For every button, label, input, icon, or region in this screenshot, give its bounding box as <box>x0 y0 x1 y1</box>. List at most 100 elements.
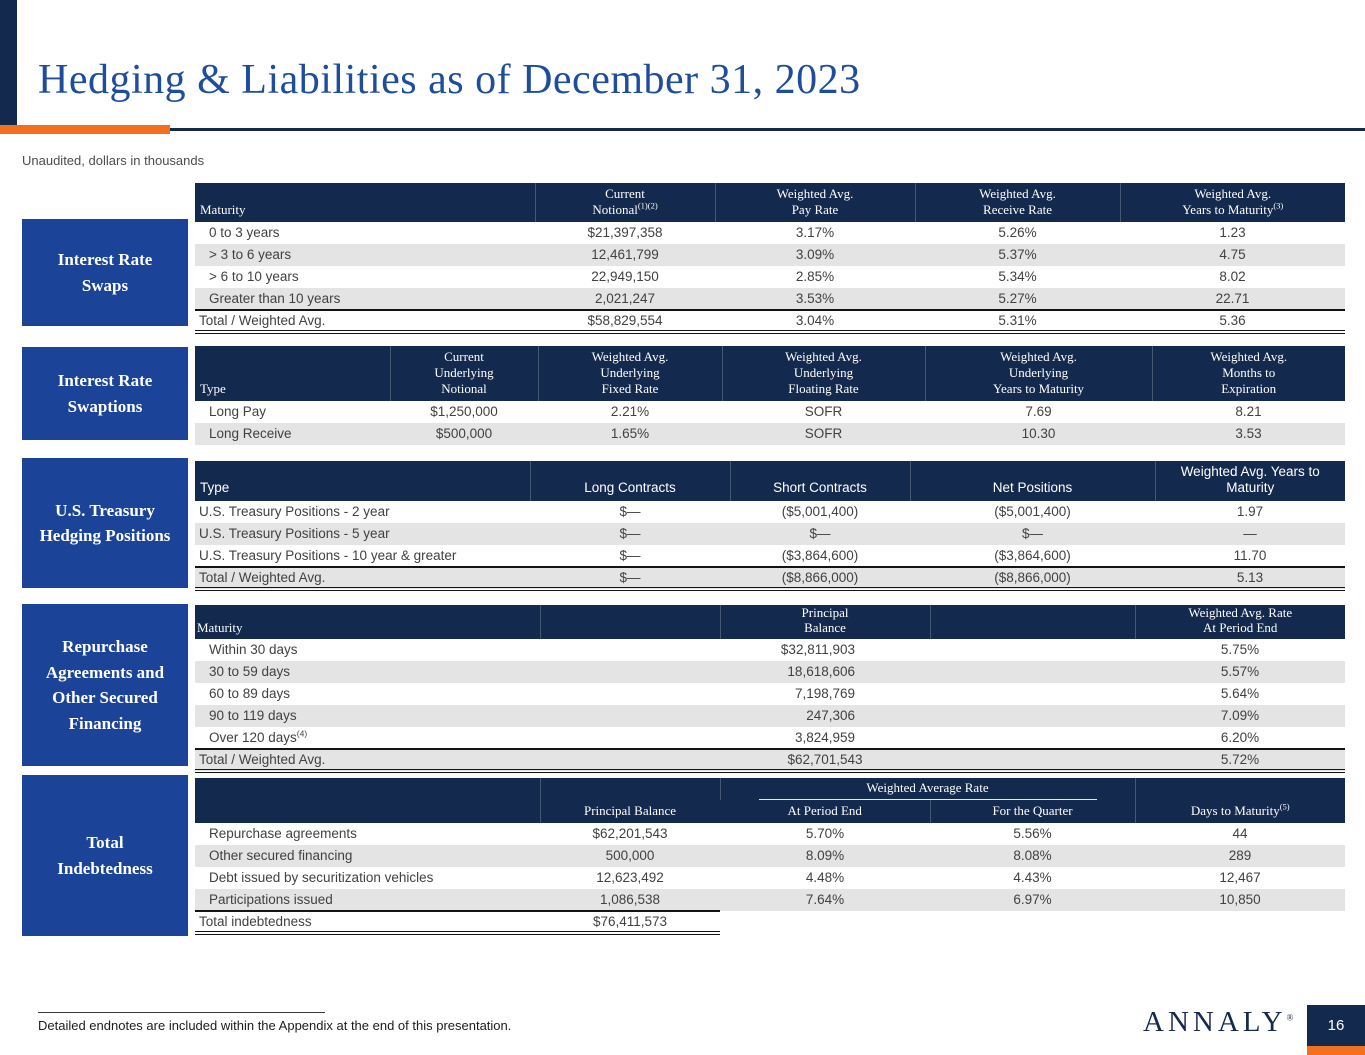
header-row: Principal Balance Weighted Average Rate Da… <box>195 778 1346 823</box>
cell: 5.27% <box>998 290 1037 306</box>
cell: 4.48% <box>805 870 845 886</box>
cell: 30 to 59 days <box>209 664 291 680</box>
column-header: Maturity <box>195 605 540 639</box>
cell: $500,000 <box>435 426 493 442</box>
header-row: Maturity Principal Balance Weighted Avg. Ra… <box>195 605 1345 639</box>
cell: 8.02 <box>1219 269 1246 285</box>
title-accent-bar <box>0 125 170 134</box>
column-header: For the Quarter <box>929 799 1136 823</box>
table-row: Long Receive $500,000 1.65% SOFR 10.30 3.53 <box>195 422 1345 445</box>
footnote: Detailed endnotes are included within th… <box>38 1018 512 1033</box>
cell: U.S. Treasury Positions - 5 year <box>199 526 390 542</box>
cell: 7,198,769 <box>794 686 855 702</box>
column-header: Type <box>195 461 530 501</box>
cell: 3.17% <box>795 225 835 241</box>
column-header: Weighted Avg. Years to Maturity <box>1154 461 1345 501</box>
total-cell <box>720 911 930 933</box>
cell: 2.85% <box>795 269 835 285</box>
us-treasury-hedging-positions-table: Type Long Contracts Short Contracts Net Pos… <box>195 461 1345 591</box>
corner-accent-bar <box>0 0 17 127</box>
cell: ($5,001,400) <box>994 504 1071 520</box>
table-row: Participations issued 1,086,538 7.64% 6.97%… <box>195 888 1346 911</box>
table-body: 0 to 3 years $21,397,358 3.17% 5.26% 1.23 > 3… <box>195 222 1345 334</box>
cell: 8.09% <box>805 848 845 864</box>
total-cell: $62,701,543 <box>720 747 930 773</box>
cell: 18,618,606 <box>787 664 855 680</box>
cell <box>540 683 720 705</box>
column-header: Principal Balance <box>719 605 930 639</box>
cell <box>930 683 1135 705</box>
cell: 6.20% <box>1220 729 1260 745</box>
cell: ($3,864,600) <box>781 547 859 563</box>
header-row: Maturity Current Notional(1)(2) Weighted Av… <box>195 183 1345 222</box>
interest-rate-swaps-table: Maturity Current Notional(1)(2) Weighted Av… <box>195 183 1345 334</box>
cell: ($3,864,600) <box>994 547 1071 563</box>
registered-mark: ® <box>1286 1012 1294 1023</box>
cell: 4.43% <box>1013 870 1052 886</box>
cell: 4.75 <box>1219 247 1246 263</box>
cell: $1,250,000 <box>430 404 498 420</box>
subtitle: Unaudited, dollars in thousands <box>22 153 205 168</box>
cell: 60 to 89 days <box>209 686 291 702</box>
repurchase-agreements-and-other-secured-financing-table: Maturity Principal Balance Weighted Avg. Ra… <box>195 605 1345 773</box>
column-header: At Period End <box>720 799 930 823</box>
table-row: 0 to 3 years $21,397,358 3.17% 5.26% 1.23 <box>195 222 1345 244</box>
cell: 5.70% <box>805 826 845 842</box>
column-header: Weighted Avg. Rate At Period End <box>1134 605 1345 639</box>
table-header: Type Current Underlying Notional Weighted Av… <box>195 346 1345 401</box>
table-row: U.S. Treasury Positions - 2 year $— ($5,00… <box>195 501 1345 523</box>
table-row: 60 to 89 days 7,198,769 5.64% <box>195 683 1345 705</box>
cell: Participations issued <box>209 891 333 907</box>
cell: 2.21% <box>610 404 650 420</box>
cell: Long Receive <box>209 426 292 442</box>
section-label-repurchase-agreements-and-other-secured-financing: Repurchase Agreements and Other Secured … <box>22 604 188 766</box>
section-label-interest-rate-swaptions: Interest Rate Swaptions <box>22 347 188 440</box>
cell: 1.65% <box>610 426 650 442</box>
total-cell <box>930 747 1135 773</box>
cell: $— <box>619 526 641 542</box>
group-header-label: Weighted Average Rate <box>758 778 1097 800</box>
column-header: Type <box>195 346 390 401</box>
cell <box>540 661 720 683</box>
cell: 12,623,492 <box>596 870 664 886</box>
header-row: At Period End For the Quarter <box>195 799 1345 823</box>
cell: > 3 to 6 years <box>209 247 292 263</box>
page-title: Hedging & Liabilities as of December 31,… <box>38 57 861 103</box>
total-cell: $— <box>530 565 730 591</box>
table-row: Long Pay $1,250,000 2.21% SOFR 7.69 8.21 <box>195 401 1345 423</box>
logo-text: ANNALY <box>1143 1006 1287 1038</box>
total-cell: 5.72% <box>1135 747 1345 773</box>
table-row: 30 to 59 days 18,618,606 5.57% <box>195 660 1345 683</box>
cell: — <box>1243 526 1257 542</box>
cell: 90 to 119 days <box>209 708 297 724</box>
column-header: Weighted Avg. Receive Rate <box>914 183 1120 222</box>
column-header: Weighted Avg. Underlying Fixed Rate <box>537 346 722 401</box>
cell: 22,949,150 <box>591 269 659 285</box>
section-label-interest-rate-swaps: Interest Rate Swaps <box>22 219 188 326</box>
column-header <box>929 605 1135 639</box>
cell: Long Pay <box>209 404 267 420</box>
cell: 2,021,247 <box>594 290 656 306</box>
section-label-us-treasury-hedging-positions: U.S. Treasury Hedging Positions <box>22 458 188 588</box>
column-header: Short Contracts <box>729 461 910 501</box>
cell: 500,000 <box>605 848 655 864</box>
table-row: U.S. Treasury Positions - 5 year $— $— $— — <box>195 522 1345 545</box>
total-row: Total / Weighted Avg. $58,829,554 3.04% 5.3… <box>195 308 1345 334</box>
cell: 22.71 <box>1215 290 1250 306</box>
cell: $21,397,358 <box>587 225 663 241</box>
column-header: Current Notional(1)(2) <box>534 183 715 222</box>
cell: 5.34% <box>998 269 1037 285</box>
footnote-rule <box>38 1012 325 1013</box>
cell: $— <box>1021 526 1043 542</box>
column-header: Principal Balance <box>539 778 720 823</box>
cell <box>930 639 1135 661</box>
total-cell <box>1135 911 1345 933</box>
cell: 44 <box>1232 826 1248 842</box>
total-cell <box>930 911 1135 933</box>
cell: 289 <box>1228 848 1252 864</box>
table-row: Within 30 days $32,811,903 5.75% <box>195 639 1345 661</box>
total-cell <box>540 747 720 773</box>
interest-rate-swaptions-table: Type Current Underlying Notional Weighted Av… <box>195 346 1345 445</box>
column-header: Current Underlying Notional <box>389 346 538 401</box>
